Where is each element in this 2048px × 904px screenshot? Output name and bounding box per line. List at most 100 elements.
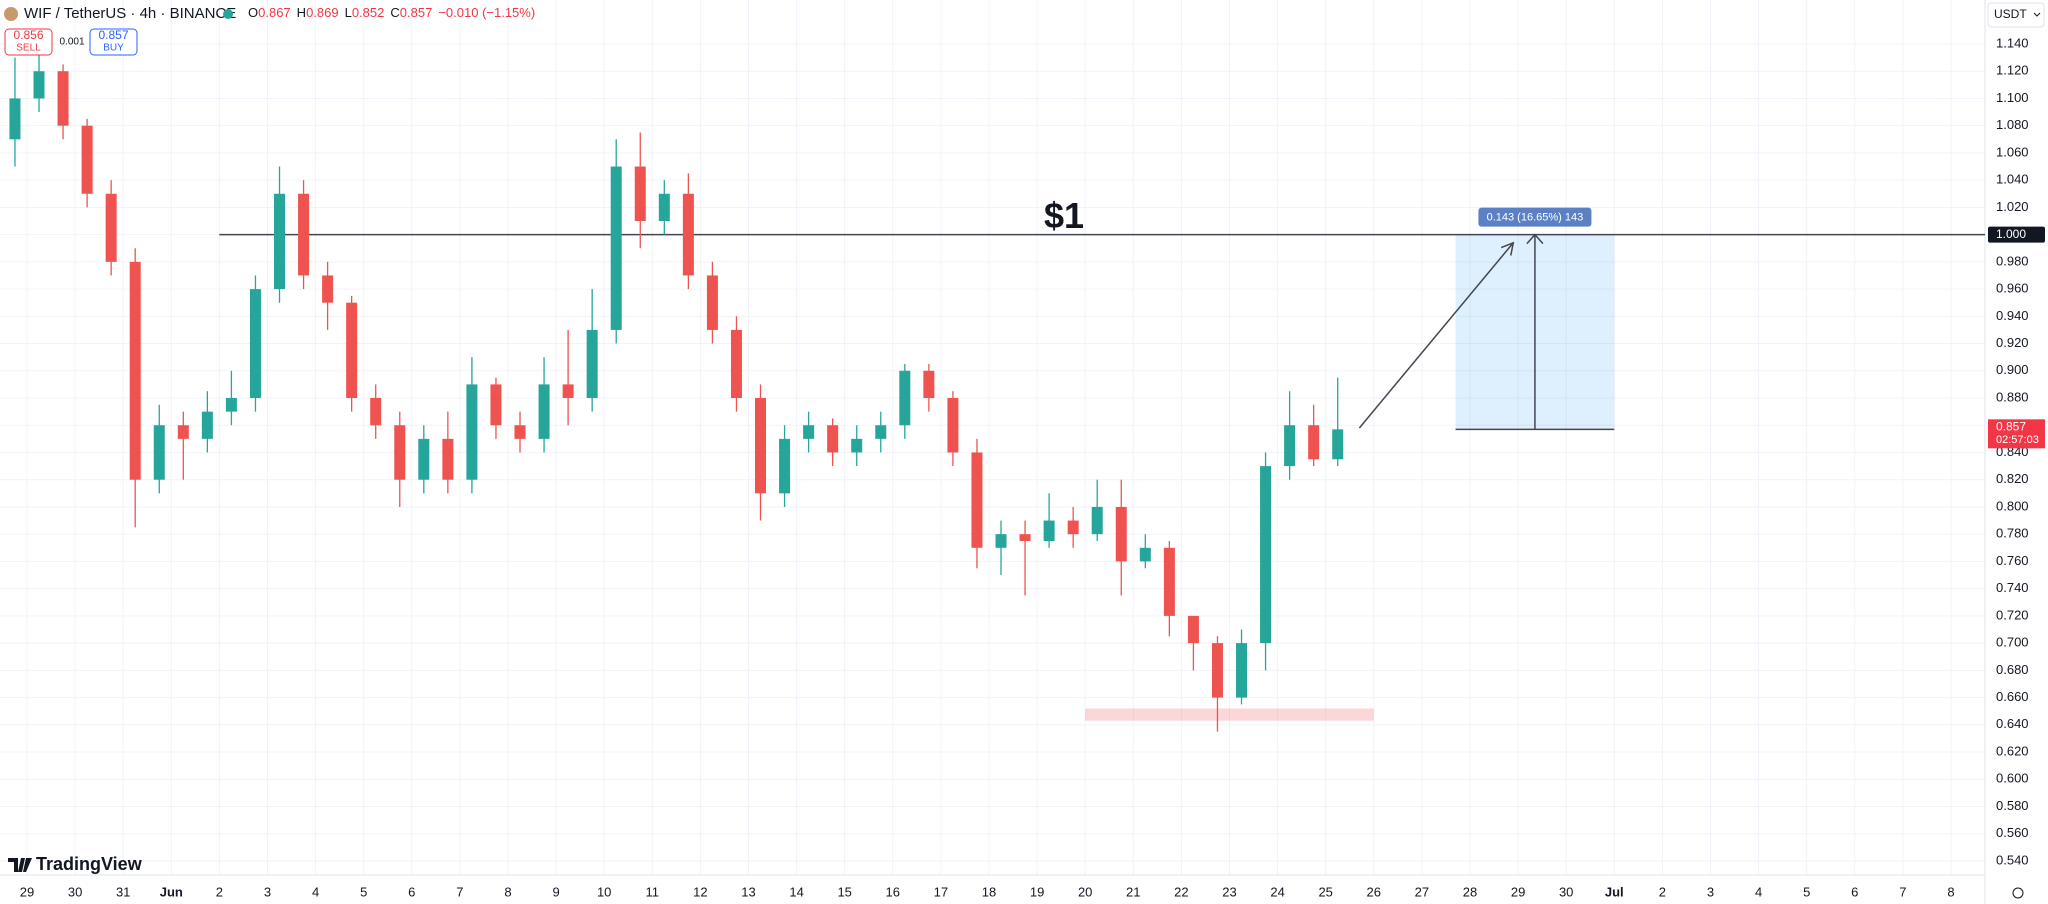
x-tick-label: 2 [216, 884, 223, 899]
candle-body [129, 261, 141, 480]
y-tick-label: 0.720 [1996, 607, 2029, 622]
y-tick-label: 0.580 [1996, 798, 2029, 813]
y-tick-label: 0.560 [1996, 825, 2029, 840]
last-price-bg [1988, 419, 2045, 449]
y-tick-label: 0.600 [1996, 771, 2029, 786]
currency: USDT [1994, 7, 2027, 21]
candle-body [706, 275, 718, 330]
x-tick-label: 28 [1463, 884, 1477, 899]
candle-body [971, 452, 983, 548]
x-tick-label: 17 [934, 884, 948, 899]
candle-body [1091, 506, 1103, 535]
candle-body [658, 193, 670, 221]
candle-body [298, 193, 310, 276]
currency-caret [2033, 12, 2041, 17]
x-tick-label: 25 [1318, 884, 1332, 899]
buy-price: 0.857 [98, 28, 128, 42]
x-tick-label: 29 [20, 884, 34, 899]
y-tick-label: 0.780 [1996, 526, 2029, 541]
ohlc-label: C [390, 5, 399, 20]
level-price-label: 1.000 [1996, 227, 2026, 241]
sell-price: 0.856 [13, 28, 43, 42]
x-tick-label: 26 [1367, 884, 1381, 899]
candle-body [1236, 643, 1248, 698]
measure-label-bg [1478, 207, 1592, 227]
support-zone [1085, 708, 1374, 721]
x-tick-label: 9 [552, 884, 559, 899]
candle-body [562, 384, 574, 399]
candle-body [201, 411, 213, 439]
candle-body [923, 370, 935, 399]
x-tick-label: 22 [1174, 884, 1188, 899]
y-tick-label: 1.120 [1996, 63, 2029, 78]
symbol: WIF / TetherUS · 4h · BINANCE [24, 5, 236, 22]
candle-body [1308, 425, 1320, 460]
candle-body [177, 425, 189, 439]
x-tick-label: 16 [886, 884, 900, 899]
y-tick-label: 1.100 [1996, 90, 2029, 105]
x-tick-label: 2 [1659, 884, 1666, 899]
y-tick-label: 0.800 [1996, 498, 2029, 513]
settings-icon[interactable] [2012, 887, 2024, 899]
y-tick-label: 1.080 [1996, 117, 2029, 132]
x-tick-label: 21 [1126, 884, 1140, 899]
y-tick-label: 0.880 [1996, 389, 2029, 404]
x-tick-label: 13 [741, 884, 755, 899]
y-tick-label: 1.140 [1996, 35, 2029, 50]
x-tick-label: 14 [789, 884, 803, 899]
x-tick-label: 19 [1030, 884, 1044, 899]
status-dot [223, 9, 233, 19]
candle-body [394, 425, 406, 480]
candle-body [1067, 520, 1079, 535]
candle-body [225, 398, 237, 412]
x-tick-label: 6 [1851, 884, 1858, 899]
x-tick-label: 24 [1270, 884, 1284, 899]
x-tick-label: 8 [1947, 884, 1954, 899]
spread: 0.001 [59, 37, 84, 48]
sell-label: SELL [16, 43, 41, 54]
x-tick-label: 11 [646, 884, 660, 899]
ohlc-label: O [248, 5, 258, 20]
candle-body [538, 384, 550, 439]
level-annotation: $1 [1044, 195, 1084, 236]
x-tick-label: 30 [1559, 884, 1573, 899]
trend-arrow [1358, 242, 1514, 429]
candle-body [442, 438, 454, 480]
y-tick-label: 0.700 [1996, 635, 2029, 650]
y-tick-label: 0.980 [1996, 253, 2029, 268]
y-tick-label: 1.040 [1996, 172, 2029, 187]
candle-body [803, 425, 815, 439]
candle-body [370, 398, 382, 426]
x-tick-label: 3 [1707, 884, 1714, 899]
measure-label: 0.143 (16.65%) 143 [1487, 212, 1584, 224]
x-tick-label: Jul [1605, 884, 1624, 899]
sell-button[interactable] [4, 28, 53, 56]
brand: TradingView [36, 854, 143, 874]
x-tick-label: 23 [1222, 884, 1236, 899]
ohlc-value: 0.857 [400, 5, 433, 20]
y-tick-label: 0.640 [1996, 716, 2029, 731]
candle-body [514, 425, 526, 439]
x-tick-label: 8 [504, 884, 511, 899]
ohlc-legend: O0.867 H0.869 L0.852 C0.857 −0.010 (−1.15%) [248, 5, 535, 20]
x-tick-label: 7 [1899, 884, 1906, 899]
candle-body [682, 193, 694, 276]
x-tick-label: 29 [1511, 884, 1525, 899]
candle-body [586, 329, 598, 399]
candle-body [1043, 520, 1055, 541]
currency-button[interactable] [1987, 2, 2045, 28]
x-tick-label: 20 [1078, 884, 1092, 899]
candle-body [1284, 425, 1296, 467]
candle-body [1332, 429, 1344, 460]
candle-body [57, 71, 69, 126]
y-tick-label: 0.920 [1996, 335, 2029, 350]
x-tick-label: 12 [693, 884, 707, 899]
y-tick-label: 1.020 [1996, 199, 2029, 214]
candle-body [466, 384, 478, 480]
x-tick-label: 4 [312, 884, 319, 899]
candle-body [1139, 547, 1151, 562]
x-tick-label: 27 [1415, 884, 1429, 899]
buy-button[interactable] [89, 28, 138, 56]
y-tick-label: 0.620 [1996, 743, 2029, 758]
